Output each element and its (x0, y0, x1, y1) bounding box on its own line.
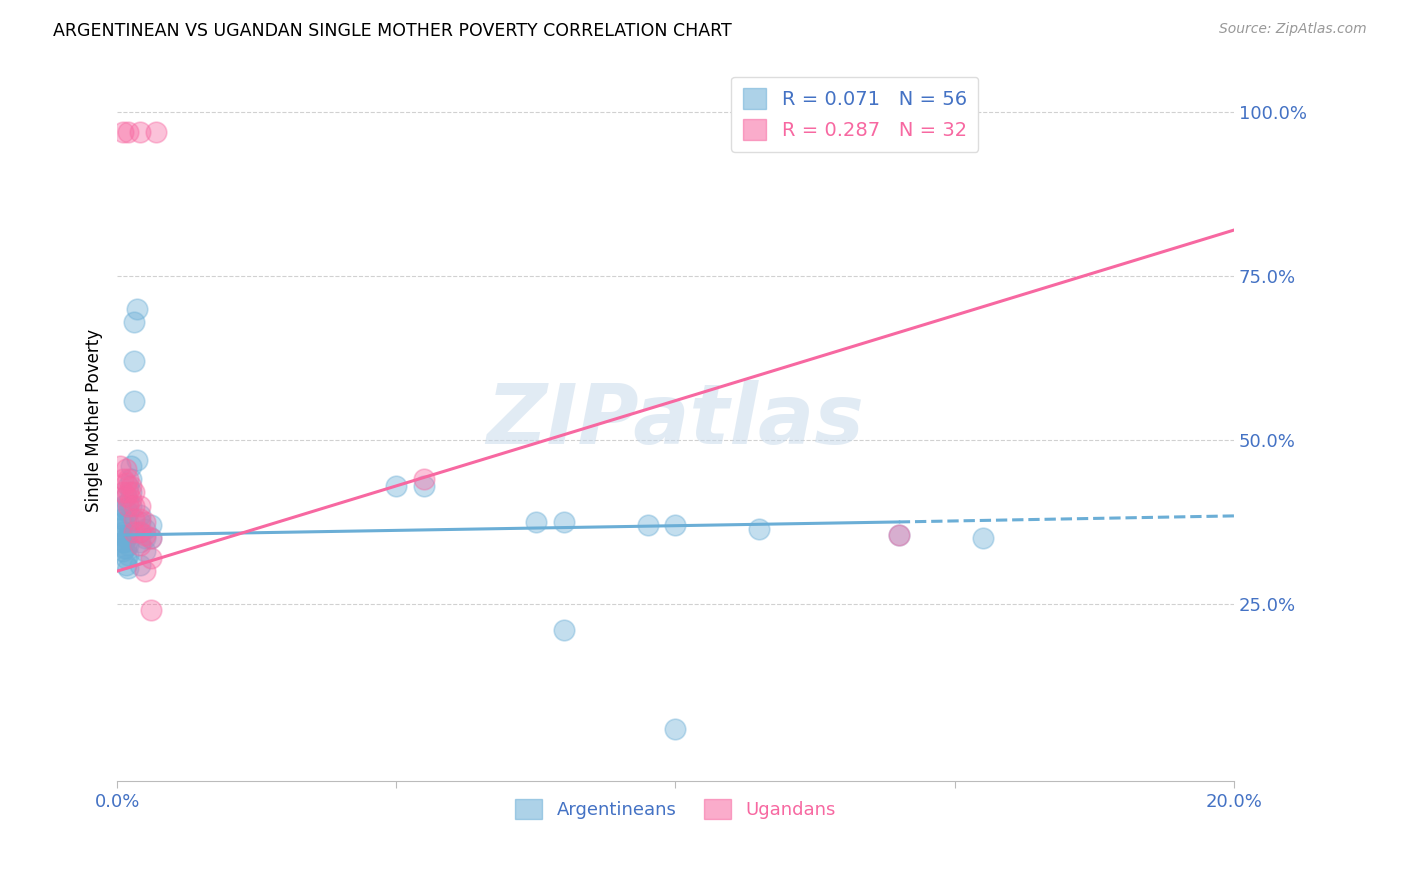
Point (122, 499, 145, 513)
Point (117, 515, 139, 529)
Point (114, 532, 136, 546)
Point (385, 479, 408, 493)
Point (108, 459, 131, 474)
Point (125, 301, 148, 316)
Point (972, 532, 994, 546)
Point (139, 518, 162, 533)
Point (111, 534, 134, 549)
Point (122, 315, 145, 329)
Point (117, 499, 139, 513)
Point (128, 511, 150, 525)
Point (145, 125, 167, 139)
Point (553, 623, 575, 637)
Y-axis label: Single Mother Poverty: Single Mother Poverty (86, 329, 103, 512)
Point (117, 479, 139, 493)
Point (111, 528, 134, 542)
Point (117, 495, 139, 509)
Point (887, 528, 910, 542)
Point (128, 125, 150, 139)
Point (117, 485, 139, 500)
Point (413, 472, 436, 486)
Point (122, 485, 145, 500)
Point (139, 603, 162, 617)
Point (128, 558, 150, 572)
Point (122, 524, 145, 539)
Point (111, 515, 134, 529)
Point (128, 524, 150, 539)
Point (111, 485, 134, 500)
Point (134, 544, 156, 558)
Point (134, 528, 156, 542)
Point (637, 518, 659, 533)
Point (111, 125, 134, 139)
Point (111, 472, 134, 486)
Point (114, 551, 136, 566)
Point (134, 521, 156, 535)
Point (887, 528, 910, 542)
Point (122, 393, 145, 408)
Point (120, 485, 142, 500)
Point (114, 462, 136, 476)
Point (134, 515, 156, 529)
Point (111, 511, 134, 525)
Point (117, 538, 139, 552)
Point (134, 532, 156, 546)
Point (114, 489, 136, 503)
Text: Source: ZipAtlas.com: Source: ZipAtlas.com (1219, 22, 1367, 37)
Point (117, 125, 139, 139)
Point (120, 491, 142, 506)
Point (120, 459, 142, 474)
Point (122, 511, 145, 525)
Point (111, 499, 134, 513)
Point (120, 499, 142, 513)
Point (128, 515, 150, 529)
Point (748, 521, 770, 535)
Point (139, 551, 162, 566)
Point (664, 722, 686, 736)
Point (139, 532, 162, 546)
Point (111, 524, 134, 539)
Point (134, 564, 156, 578)
Point (664, 518, 686, 533)
Point (122, 354, 145, 368)
Point (111, 544, 134, 558)
Point (112, 541, 135, 556)
Legend: Argentineans, Ugandans: Argentineans, Ugandans (508, 792, 844, 826)
Point (114, 515, 136, 529)
Point (139, 532, 162, 546)
Point (128, 534, 150, 549)
Point (117, 505, 139, 519)
Point (120, 472, 142, 486)
Point (128, 499, 150, 513)
Text: ZIPatlas: ZIPatlas (486, 380, 865, 461)
Point (117, 548, 139, 562)
Point (114, 558, 136, 572)
Point (117, 472, 139, 486)
Point (524, 515, 547, 529)
Point (108, 501, 131, 516)
Point (112, 534, 135, 549)
Point (114, 489, 136, 503)
Point (114, 541, 136, 556)
Point (125, 452, 148, 467)
Point (120, 479, 142, 493)
Point (117, 528, 139, 542)
Point (117, 561, 139, 575)
Point (128, 524, 150, 539)
Text: ARGENTINEAN VS UGANDAN SINGLE MOTHER POVERTY CORRELATION CHART: ARGENTINEAN VS UGANDAN SINGLE MOTHER POV… (53, 22, 733, 40)
Point (128, 508, 150, 523)
Point (128, 538, 150, 552)
Point (108, 521, 131, 535)
Point (553, 515, 575, 529)
Point (114, 475, 136, 490)
Point (114, 501, 136, 516)
Point (413, 479, 436, 493)
